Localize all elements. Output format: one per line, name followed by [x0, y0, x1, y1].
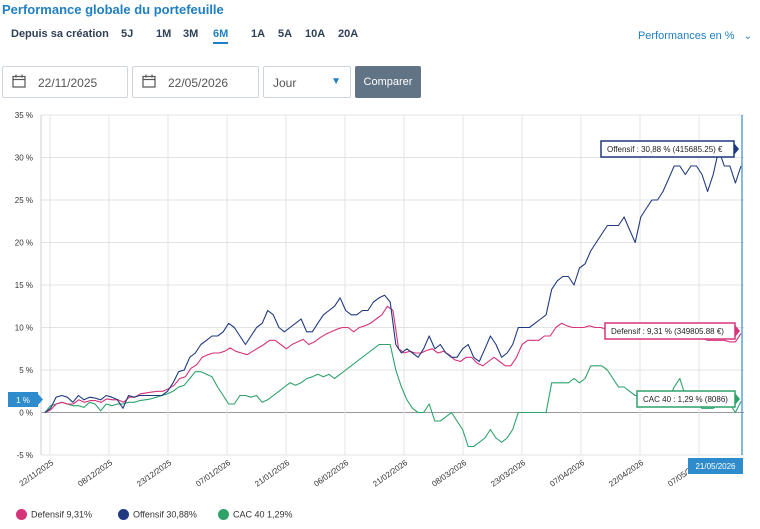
granularity-value: Jour: [273, 76, 297, 90]
series-line-offensif: [44, 149, 742, 413]
y-tick-label: 20 %: [15, 239, 33, 248]
x-tick-label: 21/02/2026: [371, 458, 409, 489]
legend-item-cac40[interactable]: CAC 40 1,29%: [218, 509, 293, 521]
left-marker-box: [8, 392, 38, 407]
period-6m[interactable]: 6M: [213, 28, 229, 44]
tooltip-defensif: Defensif : 9,31 % (349805.88 €): [604, 322, 740, 340]
y-axis-labels: 35 % 30 % 25 % 20 % 15 % 10 % 5 % 0 % -5 %: [15, 111, 33, 460]
x-tick-label: 06/02/2026: [312, 458, 350, 489]
y-tick-label: 25 %: [15, 196, 33, 205]
x-tick-label: 08/12/2025: [76, 458, 114, 489]
y-tick-label: 15 %: [15, 281, 33, 290]
calendar-icon: [12, 74, 26, 88]
calendar-icon: [142, 74, 156, 88]
granularity-select[interactable]: Jour ▼: [263, 66, 351, 98]
left-marker-text: 1 %: [16, 396, 30, 405]
cursor-date-label: 21/05/2026: [688, 458, 743, 474]
y-tick-label: 0 %: [19, 409, 33, 418]
x-axis-labels: 22/11/2025 08/12/2025 23/12/2025 07/01/2026…: [18, 458, 705, 489]
y-tick-label: 35 %: [15, 111, 33, 120]
compare-button[interactable]: Comparer: [355, 66, 421, 98]
period-1a[interactable]: 1A: [251, 28, 266, 40]
x-tick-label: 21/01/2026: [253, 458, 291, 489]
period-20a[interactable]: 20A: [338, 28, 359, 40]
x-tick-label: 22/11/2025: [18, 458, 56, 488]
legend-label-cac40: CAC 40 1,29%: [233, 509, 293, 520]
end-date-value: 22/05/2026: [168, 76, 229, 90]
tooltip-offensif-arrow: [734, 143, 739, 155]
y-tick-label: 10 %: [15, 324, 33, 333]
tooltip-cac40-text: CAC 40 : 1,29 % (8086): [643, 395, 728, 404]
start-date-field[interactable]: 22/11/2025: [2, 66, 128, 98]
x-tick-label: 07/04/2026: [548, 458, 586, 489]
x-tick-label: 08/03/2026: [430, 458, 468, 489]
end-date-field[interactable]: 22/05/2026: [132, 66, 259, 98]
legend-dot-defensif: [16, 509, 27, 521]
left-marker: 1 %: [8, 392, 43, 407]
tooltip-cac40: CAC 40 : 1,29 % (8086): [636, 390, 740, 408]
chart-overlay: Offensif : 30,88 % (415685.25) € Defensif…: [8, 115, 743, 474]
legend-item-offensif[interactable]: Offensif 30,88%: [118, 509, 197, 521]
chart-grid: [40, 114, 744, 456]
y-tick-label: -5 %: [17, 451, 33, 460]
period-since-creation[interactable]: Depuis sa création: [11, 28, 109, 40]
period-5a[interactable]: 5A: [278, 28, 293, 40]
cursor-date-text: 21/05/2026: [695, 462, 736, 471]
period-10a[interactable]: 10A: [305, 28, 326, 40]
tooltip-offensif: Offensif : 30,88 % (415685.25) €: [600, 140, 739, 158]
x-tick-label: 22/04/2026: [607, 458, 645, 489]
tooltip-defensif-text: Defensif : 9,31 % (349805.88 €): [611, 327, 724, 336]
chevron-down-icon: ▼: [331, 76, 341, 87]
period-3m[interactable]: 3M: [183, 28, 199, 40]
legend-dot-offensif: [118, 509, 129, 521]
period-5j[interactable]: 5J: [121, 28, 134, 40]
tooltip-cac40-arrow: [735, 393, 740, 405]
page-title: Performance globale du portefeuille: [2, 2, 224, 17]
period-1m[interactable]: 1M: [156, 28, 172, 40]
left-marker-arrow: [38, 394, 43, 405]
legend-label-defensif: Defensif 9,31%: [31, 509, 93, 520]
performance-unit-dropdown[interactable]: Performances en % ⌄: [638, 30, 752, 42]
legend-dot-cac40: [218, 509, 229, 521]
x-tick-label: 23/03/2026: [489, 458, 527, 489]
tooltip-offensif-text: Offensif : 30,88 % (415685.25) €: [607, 145, 723, 154]
chevron-down-icon: ⌄: [743, 31, 752, 42]
legend-item-defensif[interactable]: Defensif 9,31%: [16, 509, 93, 521]
y-tick-label: 5 %: [19, 366, 33, 375]
start-date-value: 22/11/2025: [38, 76, 98, 90]
x-tick-label: 23/12/2025: [135, 458, 173, 489]
x-tick-label: 07/01/2026: [194, 458, 232, 489]
performance-unit-label: Performances en %: [637, 30, 735, 42]
tooltip-defensif-arrow: [735, 325, 740, 337]
performance-chart[interactable]: 35 % 30 % 25 % 20 % 15 % 10 % 5 % 0 % -5 % 22/11…: [0, 104, 760, 509]
cursor-date-box: [688, 458, 743, 474]
y-tick-label: 30 %: [15, 154, 33, 163]
legend-label-offensif: Offensif 30,88%: [133, 509, 197, 520]
